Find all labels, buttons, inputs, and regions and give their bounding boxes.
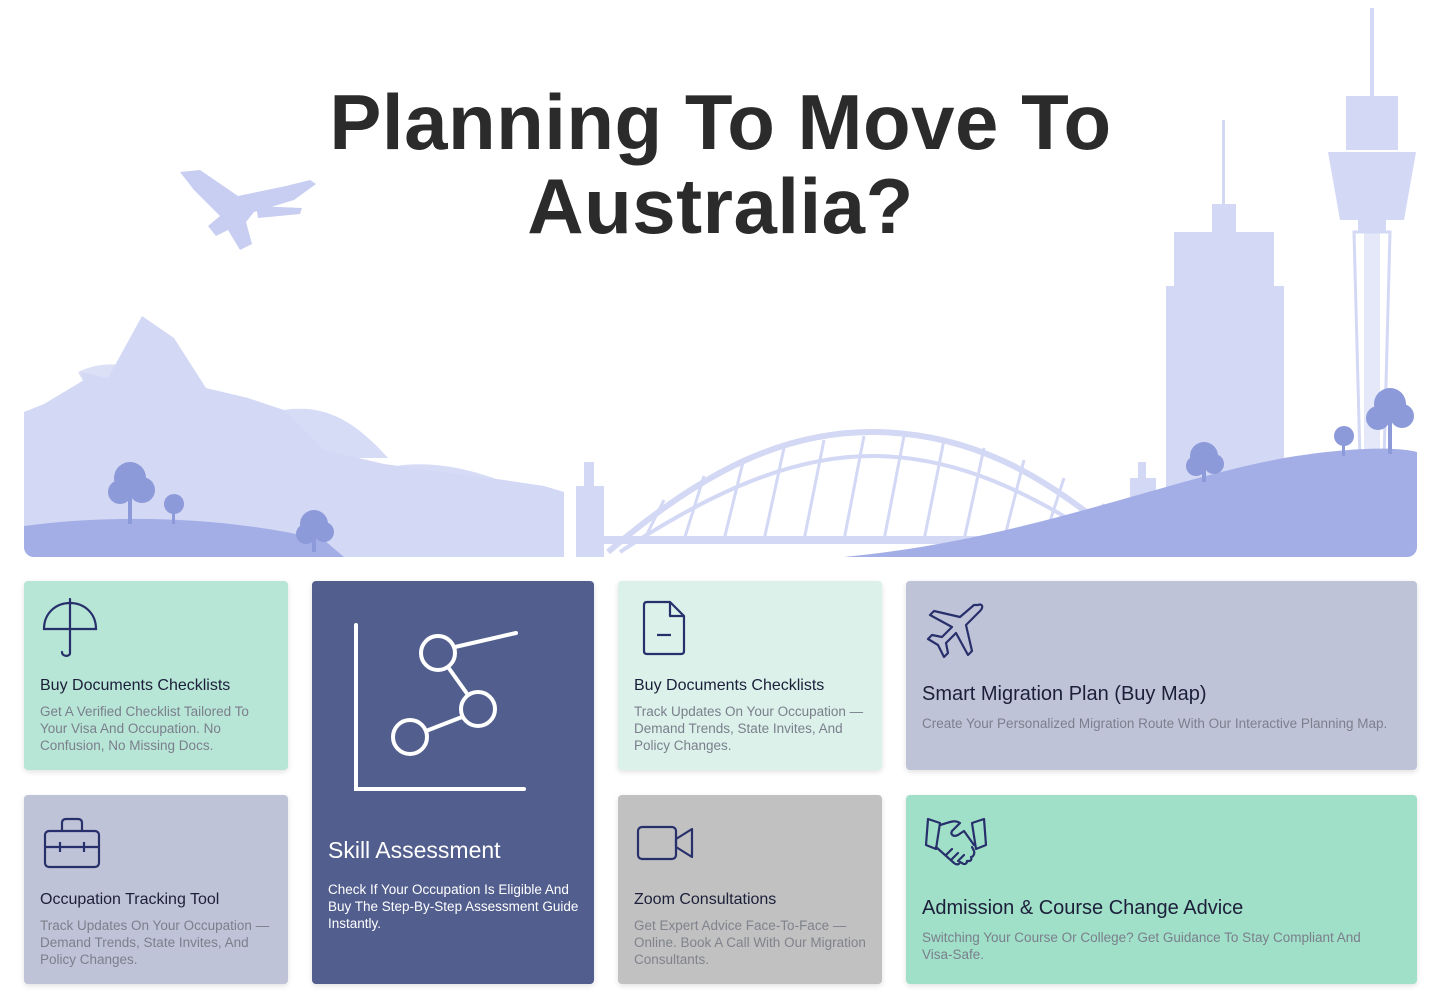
card-description: Track Updates On Your Occupation — Deman… bbox=[634, 704, 864, 753]
card-title: Skill Assessment bbox=[328, 837, 501, 863]
card-title: Smart Migration Plan (Buy Map) bbox=[922, 683, 1207, 705]
toolbox-icon bbox=[43, 817, 101, 869]
card-title: Zoom Consultations bbox=[634, 891, 777, 908]
card-description: Switching Your Course Or College? Get Gu… bbox=[922, 930, 1361, 962]
hero-banner: Planning To Move To Australia? bbox=[24, 0, 1417, 557]
card-description: Check If Your Occupation Is Eligible And… bbox=[328, 882, 579, 931]
graph-nodes-icon bbox=[354, 623, 526, 791]
card-buy-documents-checklists[interactable]: Buy Documents Checklists Get A Verified … bbox=[24, 581, 288, 770]
hero-title: Planning To Move To Australia? bbox=[24, 80, 1417, 248]
hero-title-line-1: Planning To Move To bbox=[329, 78, 1112, 166]
hills-illustration bbox=[24, 448, 1417, 557]
card-description: Track Updates On Your Occupation — Deman… bbox=[40, 918, 270, 967]
card-title: Occupation Tracking Tool bbox=[40, 891, 220, 908]
airplane-illustration bbox=[180, 170, 316, 250]
card-zoom-consultations[interactable]: Zoom Consultations Get Expert Advice Fac… bbox=[618, 795, 882, 984]
card-description: Create Your Personalized Migration Route… bbox=[922, 716, 1388, 731]
document-icon bbox=[642, 600, 686, 656]
airplane-icon bbox=[926, 603, 984, 659]
card-occupation-tracking-tool[interactable]: Occupation Tracking Tool Track Updates O… bbox=[24, 795, 288, 984]
card-buy-documents-checklists-2[interactable]: Buy Documents Checklists Track Updates O… bbox=[618, 581, 882, 770]
handshake-icon bbox=[924, 817, 988, 866]
trees-illustration bbox=[108, 388, 1414, 552]
umbrella-icon bbox=[42, 597, 98, 657]
card-skill-assessment[interactable]: Skill Assessment Check If Your Occupatio… bbox=[312, 581, 594, 984]
card-title: Admission & Course Change Advice bbox=[922, 897, 1244, 919]
video-camera-icon bbox=[636, 825, 694, 861]
card-description: Get A Verified Checklist Tailored To You… bbox=[40, 704, 249, 753]
opera-house-illustration bbox=[24, 316, 564, 557]
sydney-skyline-illustration bbox=[24, 8, 1417, 557]
card-smart-migration-plan[interactable]: Smart Migration Plan (Buy Map) Create Yo… bbox=[906, 581, 1417, 770]
card-description: Get Expert Advice Face-To-Face — Online.… bbox=[634, 918, 866, 967]
card-admission-course-change-advice[interactable]: Admission & Course Change Advice Switchi… bbox=[906, 795, 1417, 984]
card-title: Buy Documents Checklists bbox=[634, 677, 825, 694]
card-title: Buy Documents Checklists bbox=[40, 677, 231, 694]
hero-title-line-2: Australia? bbox=[527, 162, 914, 250]
